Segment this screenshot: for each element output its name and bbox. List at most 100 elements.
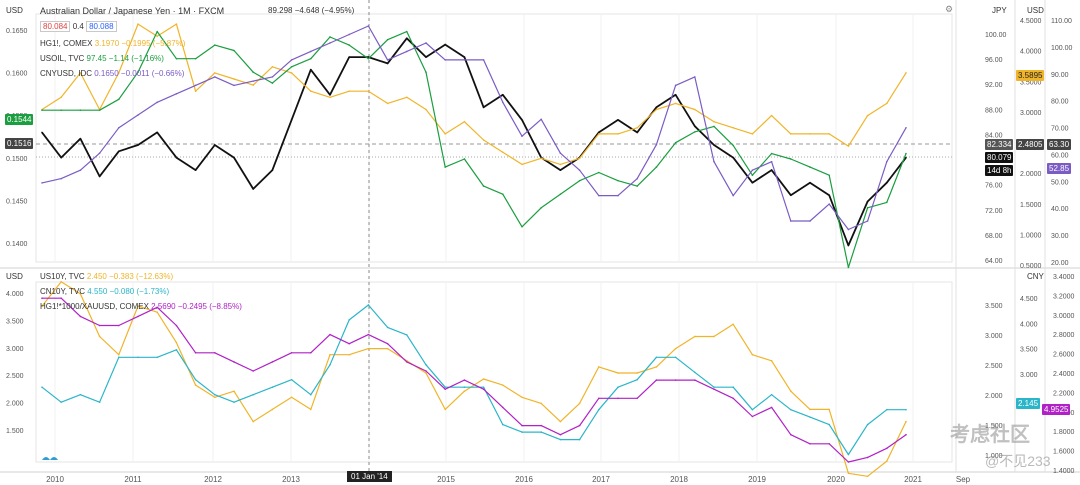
data-point (406, 30, 408, 33)
series-line (42, 297, 907, 463)
data-point (694, 108, 696, 111)
data-point (425, 71, 427, 74)
data-point (578, 424, 581, 427)
data-point (444, 59, 447, 61)
data-point (194, 57, 197, 60)
data-point (617, 386, 619, 389)
data-point (271, 82, 274, 84)
data-point (905, 408, 907, 411)
data-point (79, 393, 82, 396)
data-point (617, 194, 619, 197)
data-point (367, 347, 370, 350)
legend-item[interactable]: US10Y, TVC 2.450 −0.383 (−12.63%) (40, 272, 173, 281)
data-point (271, 76, 274, 78)
data-point (598, 194, 600, 197)
left-top-tick: 0.1650 (6, 28, 28, 35)
data-point (463, 56, 466, 58)
data-point (636, 397, 638, 400)
data-point (367, 304, 370, 306)
data-point (233, 401, 235, 403)
data-point (886, 408, 888, 411)
data-point (214, 396, 216, 399)
left-top-tick: 0.1600 (6, 71, 28, 78)
data-point (809, 408, 811, 411)
data-point (290, 378, 293, 381)
data-point (790, 408, 792, 411)
x-tick-label: 2019 (748, 475, 766, 484)
data-point (175, 93, 178, 95)
data-point (502, 423, 504, 426)
data-point (905, 72, 907, 74)
data-point (386, 342, 389, 345)
spread-value: 0.4 (72, 22, 84, 31)
data-point (540, 206, 542, 209)
data-point (598, 171, 600, 174)
data-point (655, 379, 658, 381)
badge-bottom-1: 2.145 (1016, 398, 1041, 409)
data-point (175, 324, 178, 327)
x-tick-label: 2011 (124, 475, 142, 484)
legend-values: 3.1970 −0.1995 (−5.87%) (94, 39, 186, 48)
data-point (559, 433, 562, 436)
data-point (156, 311, 158, 313)
hgxau-tick: 3.2000 (1053, 293, 1075, 300)
ask-box[interactable]: 80.088 (86, 21, 117, 32)
data-point (770, 114, 773, 117)
data-point (348, 44, 351, 46)
series-line (41, 25, 907, 231)
bid-box[interactable]: 80.084 (40, 21, 71, 32)
data-point (444, 388, 447, 391)
legend-item[interactable]: HG1!*1000/XAUUSD, COMEX 2.5690 −0.2495 (… (40, 302, 242, 311)
data-point (598, 131, 600, 134)
data-point (713, 120, 715, 123)
data-point (694, 76, 696, 78)
data-point (214, 352, 216, 354)
data-point (175, 156, 178, 159)
data-point (866, 220, 869, 222)
data-point (348, 319, 351, 321)
data-point (310, 408, 312, 411)
data-point (809, 443, 811, 445)
data-point (175, 341, 178, 344)
usoil-tick: 20.00 (1051, 260, 1069, 267)
badge-left-2: 0.1516 (5, 138, 34, 149)
data-point (406, 50, 408, 53)
data-point (118, 98, 120, 101)
legend-item[interactable]: USOIL, TVC 97.45 −1.14 (−1.16%) (40, 54, 164, 63)
data-point (694, 335, 696, 338)
bottom-pane-series (41, 280, 907, 478)
data-point (886, 160, 888, 163)
data-point (674, 84, 677, 87)
data-point (425, 372, 427, 374)
data-point (694, 379, 696, 381)
hgxau-tick: 1.4000 (1053, 468, 1075, 475)
legend-item[interactable]: CNYUSD, IDC 0.1650 −0.0011 (−0.66%) (40, 69, 184, 78)
data-point (482, 139, 485, 141)
data-point (194, 378, 197, 381)
data-point (310, 57, 312, 60)
legend-item[interactable]: CN10Y, TVC 4.550 −0.080 (−1.73%) (40, 287, 169, 296)
data-point (886, 181, 888, 184)
data-point (540, 402, 542, 405)
data-point (137, 23, 139, 25)
data-point (847, 228, 850, 231)
data-point (41, 109, 43, 111)
cn10y-tick: 4.500 (1020, 296, 1038, 303)
data-point (233, 390, 235, 393)
data-point (636, 378, 638, 381)
data-point (559, 420, 562, 423)
data-point (60, 297, 62, 300)
data-point (502, 193, 504, 196)
data-point (674, 356, 677, 359)
data-point (559, 438, 562, 441)
hg-tick: 1.5000 (1020, 202, 1042, 209)
legend-item[interactable]: HG1!, COMEX 3.1970 −0.1995 (−5.87%) (40, 39, 185, 48)
chart-title[interactable]: Australian Dollar / Japanese Yen · 1M · … (40, 6, 225, 16)
badge-oil: 63.30 (1047, 139, 1072, 150)
data-point (175, 23, 178, 25)
data-point (194, 352, 197, 354)
data-point (828, 423, 830, 426)
badge-hg-2: 3.5895 (1016, 70, 1045, 81)
data-point (233, 49, 235, 52)
